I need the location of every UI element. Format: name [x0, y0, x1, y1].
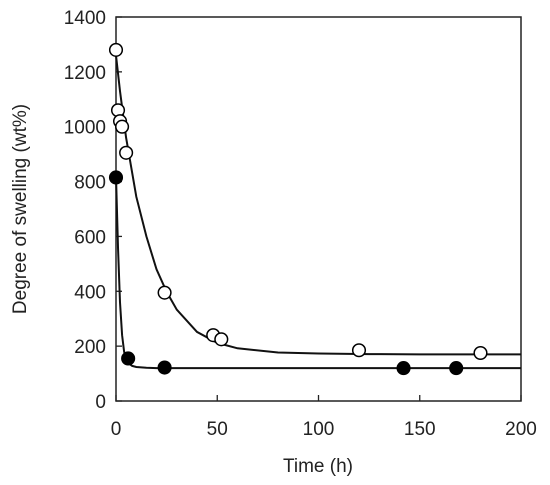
filled-data-point — [108, 170, 124, 185]
filled-data-point — [121, 351, 136, 366]
filled-data-point — [157, 360, 172, 375]
open-data-point — [473, 345, 488, 361]
x-tick-label: 100 — [303, 419, 335, 440]
plot-frame — [115, 16, 522, 402]
data-points — [108, 42, 488, 376]
x-tick-label: 150 — [404, 419, 436, 440]
fit-curve-series-2 — [115, 176, 521, 370]
x-tick-label: 50 — [207, 419, 228, 440]
y-tick-label: 0 — [95, 392, 106, 413]
open-data-point — [157, 285, 172, 300]
y-tick-label: 200 — [74, 337, 106, 358]
x-axis-ticks: 0 50 100 150 200 — [111, 395, 537, 440]
y-tick-label: 1200 — [64, 63, 106, 84]
filled-data-point — [396, 361, 411, 376]
y-tick-label: 400 — [74, 282, 106, 303]
x-tick-label: 200 — [505, 419, 537, 440]
open-data-point — [115, 119, 130, 134]
open-data-point — [108, 42, 124, 57]
y-tick-label: 1000 — [64, 118, 106, 139]
fit-curves — [115, 55, 521, 370]
y-axis-title: Degree of swelling (wt%) — [10, 104, 31, 314]
filled-data-point — [449, 361, 464, 376]
y-axis-ticks: 0 200 400 600 800 1000 1200 1400 — [64, 8, 122, 413]
open-data-point — [214, 332, 229, 347]
x-axis-title: Time (h) — [283, 456, 353, 477]
open-data-point — [351, 343, 367, 358]
open-data-point — [119, 145, 134, 160]
y-tick-label: 1400 — [64, 8, 106, 29]
y-tick-label: 600 — [74, 227, 106, 248]
y-tick-label: 800 — [74, 173, 106, 194]
fit-curve-series-1 — [115, 55, 521, 356]
x-tick-label: 0 — [111, 419, 122, 440]
